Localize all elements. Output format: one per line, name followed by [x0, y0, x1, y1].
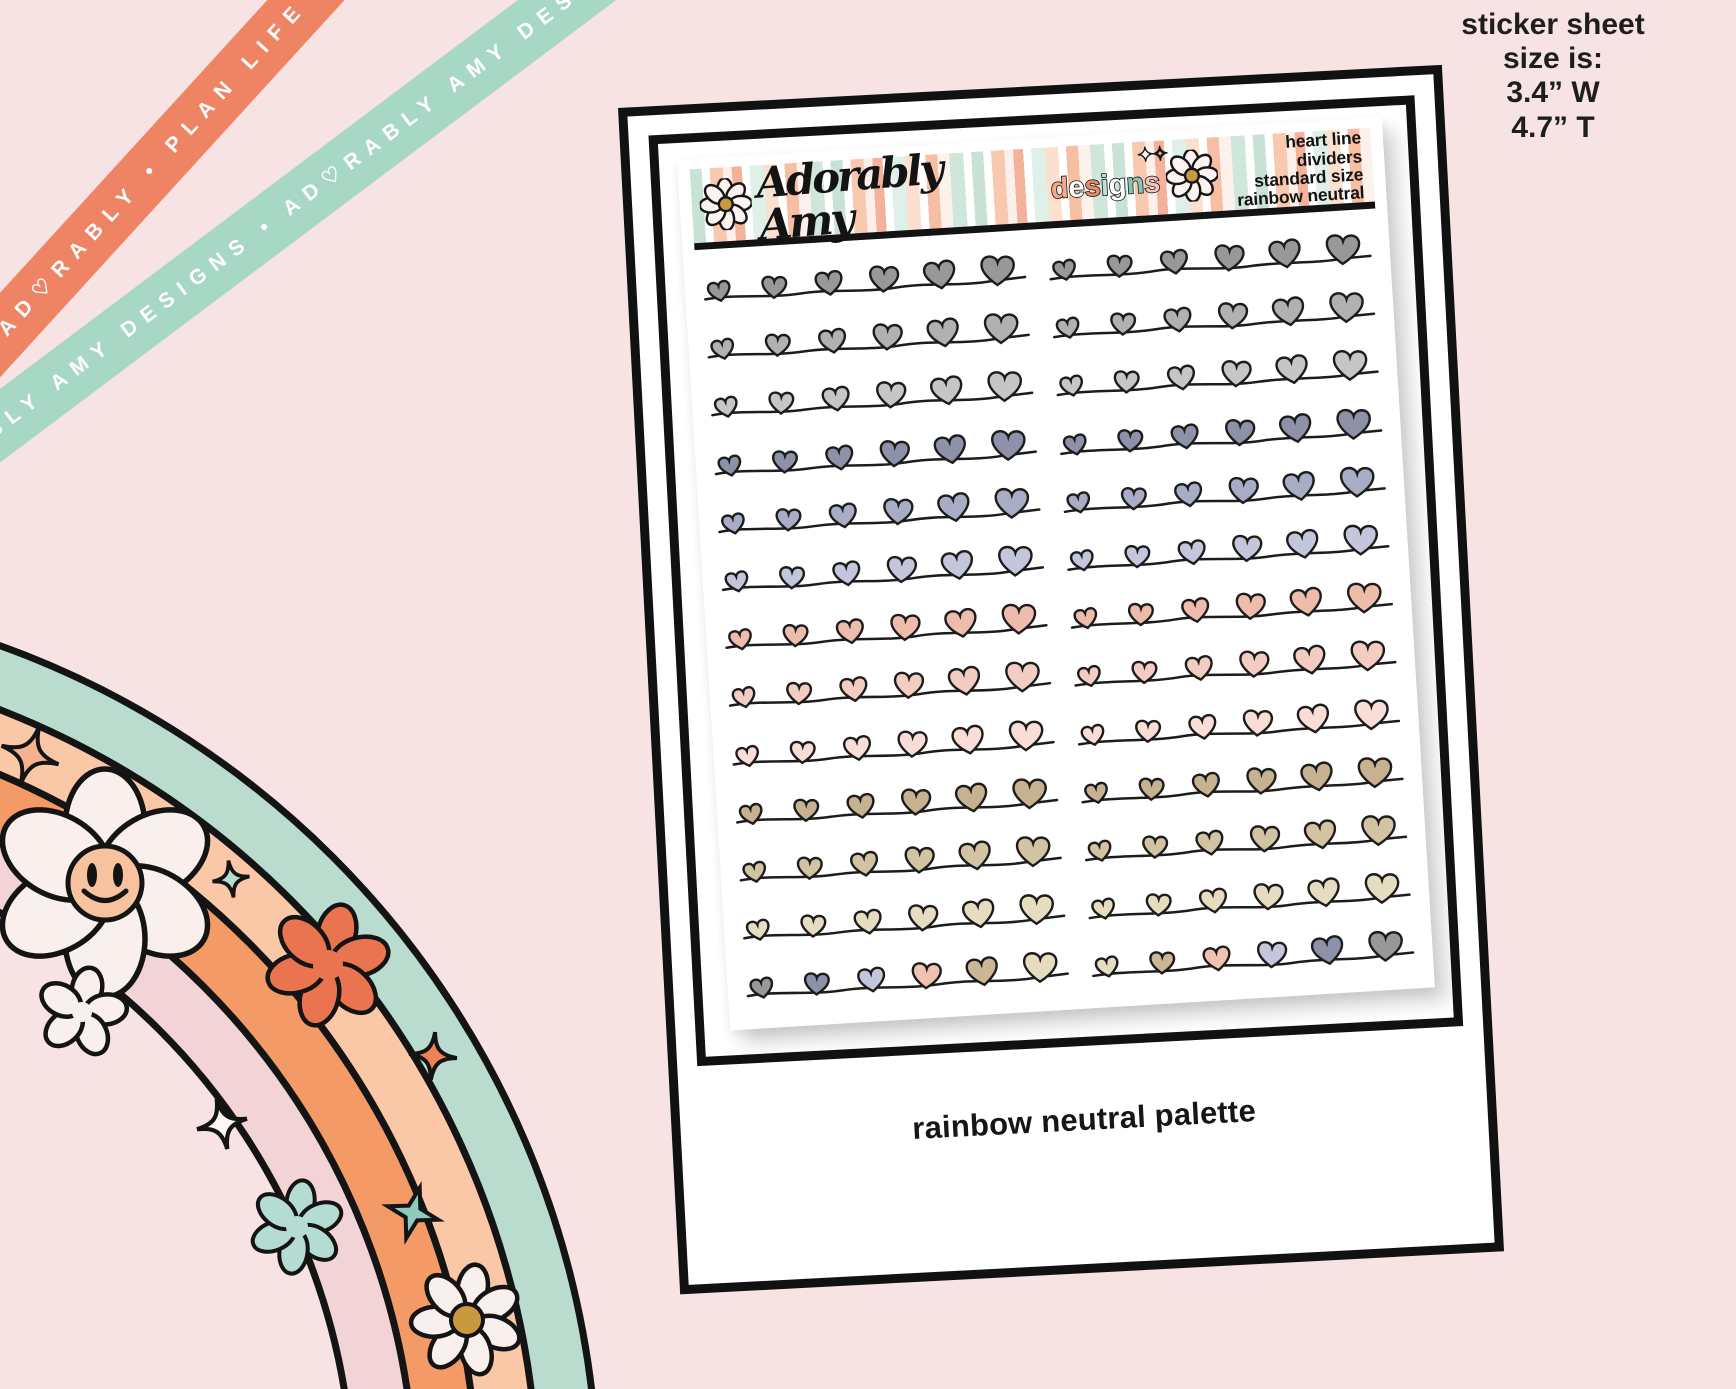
photo-frame: Adorably Amy designs ✦✧ — [648, 95, 1464, 1067]
divider-row — [722, 631, 1402, 730]
heart-divider — [1073, 640, 1397, 688]
heart-divider — [714, 429, 1037, 477]
heart-divider — [728, 661, 1051, 709]
orange-flower-icon — [265, 902, 391, 1028]
divider-row — [701, 283, 1381, 382]
heart-divider — [724, 603, 1048, 651]
heart-divider — [707, 313, 1030, 361]
heart-divider — [1077, 698, 1400, 746]
brand-letter: d — [1048, 171, 1069, 206]
sheet-title: heart line dividers standard size rainbo… — [1215, 128, 1366, 211]
heart-divider — [735, 778, 1058, 825]
heart-divider — [1059, 408, 1382, 456]
heart-divider — [731, 720, 1055, 767]
divider-row — [711, 457, 1391, 556]
brand-letter: g — [1106, 167, 1127, 202]
heart-divider — [717, 487, 1041, 535]
heart-divider — [1080, 756, 1404, 804]
divider-row — [725, 689, 1405, 788]
sparkle-orange-icon — [408, 1031, 458, 1081]
heart-divider — [1091, 931, 1414, 978]
divider-rows — [694, 209, 1422, 1022]
heart-divider — [1056, 350, 1379, 398]
divider-row — [718, 573, 1398, 672]
sparkle-peach-icon — [0, 725, 60, 785]
sticker-sheet-header: Adorably Amy designs ✦✧ — [689, 128, 1375, 251]
heart-divider — [721, 545, 1044, 593]
divider-row — [740, 922, 1420, 1021]
sparkle-stars-icon: ✦✧ — [1135, 142, 1167, 167]
divider-row — [729, 747, 1409, 846]
divider-row — [736, 864, 1416, 963]
brand-letter: s — [1142, 165, 1162, 200]
heart-divider — [710, 371, 1033, 419]
heart-divider — [739, 836, 1062, 883]
heart-divider — [1088, 873, 1411, 920]
brand-word-designs: designs ✦✧ — [1048, 142, 1167, 206]
sparkle-white-icon — [196, 1098, 248, 1150]
heart-divider — [1052, 292, 1375, 340]
divider-row — [697, 225, 1377, 324]
heart-divider — [1084, 815, 1407, 862]
divider-row — [733, 805, 1413, 904]
star-teal-icon — [381, 1181, 445, 1245]
daisy-icon — [1164, 148, 1219, 203]
retro-rainbow-illustration — [0, 642, 595, 1389]
brand-word-letters: designs — [1048, 165, 1161, 205]
heart-divider — [1063, 466, 1386, 514]
teal-flower-icon — [250, 1178, 344, 1276]
size-note-line: 4.7” T — [1511, 110, 1595, 144]
brand-letter: e — [1066, 170, 1086, 205]
size-note: sticker sheet size is: 3.4” W 4.7” T — [1378, 8, 1728, 145]
brand-script-logo: Adorably Amy — [753, 144, 943, 250]
size-note-line: 3.4” W — [1506, 76, 1600, 110]
gold-daisy-icon — [408, 1262, 522, 1377]
heart-divider — [1070, 582, 1393, 630]
divider-row — [704, 341, 1384, 440]
polaroid-frame: Adorably Amy designs ✦✧ — [618, 64, 1505, 1295]
daisy-icon — [698, 177, 753, 232]
divider-row — [708, 399, 1388, 498]
size-note-line: size is: — [1502, 42, 1604, 76]
size-note-line: sticker sheet — [1461, 8, 1645, 41]
white-flower-icon — [39, 965, 130, 1057]
sparkle-teal-icon — [212, 860, 250, 898]
heart-divider — [1048, 234, 1372, 282]
heart-divider — [742, 894, 1065, 942]
divider-row — [715, 515, 1395, 614]
heart-divider — [1066, 524, 1389, 572]
heart-divider — [746, 952, 1069, 1000]
sticker-sheet: Adorably Amy designs ✦✧ — [676, 117, 1435, 1031]
brand-letter: n — [1124, 166, 1145, 201]
brand-letter: s — [1082, 169, 1102, 204]
heart-divider — [703, 255, 1026, 303]
